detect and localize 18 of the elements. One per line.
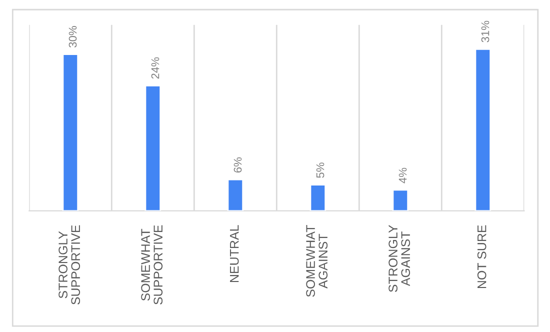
x-tick-label: STRONGLY SUPPORTIVE xyxy=(58,225,80,304)
x-tick-label: SOMEWHAT SUPPORTIVE xyxy=(141,225,163,304)
x-tick-label: NEUTRAL xyxy=(230,225,239,282)
bar xyxy=(474,48,492,211)
bar xyxy=(62,54,79,211)
data-label: 31% xyxy=(481,20,490,42)
data-label: 5% xyxy=(316,162,324,178)
bar xyxy=(144,84,162,211)
data-label: 6% xyxy=(234,157,242,172)
bar xyxy=(392,189,409,211)
data-label: 30% xyxy=(68,26,77,48)
x-tick-label: STRONGLY AGAINST xyxy=(388,224,410,292)
x-tick-label: SOMEWHAT AGAINST xyxy=(306,224,328,297)
data-label: 24% xyxy=(151,57,160,79)
bar xyxy=(227,178,244,211)
x-tick-label: NOT SURE xyxy=(477,225,486,288)
data-label: 4% xyxy=(398,168,407,184)
bar xyxy=(310,184,326,211)
